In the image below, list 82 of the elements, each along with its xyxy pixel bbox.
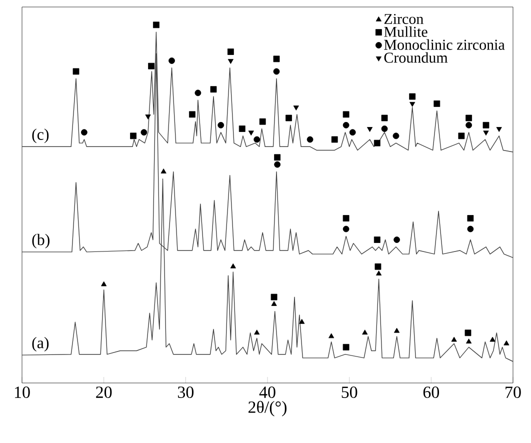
point [145, 114, 151, 120]
x-tick-label: 40 [259, 386, 276, 398]
point [299, 318, 305, 324]
point [342, 344, 350, 350]
x-tick-label: 30 [178, 386, 194, 398]
point [394, 236, 400, 243]
point [342, 111, 350, 118]
x-axis-title: 2θ/(°) [248, 400, 286, 416]
point [148, 62, 154, 70]
point [227, 48, 234, 55]
legend-label: Croundum [384, 52, 448, 63]
point [483, 130, 489, 136]
point [286, 114, 292, 122]
annotation: (a) [32, 337, 49, 352]
point [490, 336, 496, 342]
point [210, 86, 217, 93]
point [451, 336, 457, 342]
point [194, 90, 202, 96]
point [434, 100, 440, 107]
point [496, 127, 502, 132]
legend-label: Mullite [384, 26, 428, 37]
point [467, 226, 474, 232]
point [409, 93, 416, 100]
point [374, 263, 382, 270]
point [504, 340, 510, 346]
point [254, 136, 260, 143]
point [374, 236, 380, 243]
point [381, 114, 388, 122]
point [271, 301, 277, 306]
point [153, 22, 160, 28]
point [306, 136, 314, 143]
point [458, 132, 465, 140]
legend-label: Monoclinic zirconia [384, 39, 505, 50]
point [228, 59, 234, 64]
point [362, 330, 368, 335]
point [101, 281, 107, 286]
point [342, 122, 350, 128]
annotation: (b) [32, 234, 50, 248]
point [466, 114, 472, 122]
point [140, 129, 148, 136]
point [130, 132, 136, 140]
x-tick-label: 10 [14, 386, 30, 398]
point [293, 106, 299, 110]
point [72, 68, 80, 75]
point [374, 140, 380, 146]
point [273, 68, 280, 75]
point [189, 111, 196, 118]
point [259, 118, 266, 125]
x-tick-label: 70 [506, 386, 521, 398]
point [349, 129, 356, 136]
point [160, 168, 166, 174]
point [464, 330, 472, 336]
x-tick-label: 20 [96, 386, 112, 398]
point [366, 127, 373, 132]
point [270, 294, 278, 300]
point [381, 126, 388, 132]
point [376, 270, 382, 276]
point [273, 56, 280, 62]
annotation: (c) [32, 128, 49, 144]
point [168, 58, 175, 64]
point [328, 333, 334, 338]
point [394, 328, 400, 333]
point [218, 122, 224, 128]
point [331, 136, 338, 143]
point [274, 154, 281, 161]
legend-label: Zircon [384, 14, 424, 24]
point [467, 215, 474, 222]
point [230, 263, 236, 268]
point [342, 215, 350, 222]
point [254, 330, 260, 335]
point [392, 132, 400, 140]
point [410, 102, 416, 107]
x-tick-label: 50 [342, 386, 358, 398]
point [482, 122, 490, 128]
x-tick-label: 60 [423, 386, 440, 398]
point [342, 226, 350, 232]
point [466, 338, 472, 344]
point [80, 129, 88, 136]
point [274, 161, 281, 168]
point [248, 130, 254, 136]
point [466, 122, 472, 128]
point [238, 126, 246, 132]
